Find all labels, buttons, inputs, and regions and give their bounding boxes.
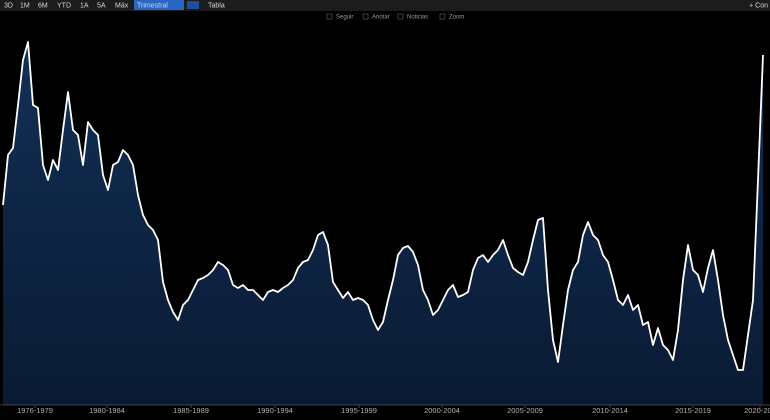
toolbar: [0, 0, 770, 11]
chart-tool[interactable]: Zoom: [449, 15, 464, 21]
x-tick-label: 2010-2014: [592, 406, 628, 415]
line: [2, 41, 764, 371]
range-button[interactable]: 1A: [80, 2, 89, 9]
range-button[interactable]: YTD: [57, 2, 71, 9]
x-tick-label: 1985-1989: [173, 406, 209, 415]
period-dropdown[interactable]: [134, 0, 184, 10]
chart: 1976-1979 1980-1984 1985-1989 1990-1994 1995…: [2, 41, 770, 415]
period-label[interactable]: Trimestral: [137, 2, 168, 9]
chart-tool[interactable]: Seguir: [336, 15, 353, 21]
area-fill: [3, 42, 763, 405]
right-button[interactable]: + Con: [749, 2, 768, 9]
x-tick-label: 2000-2004: [424, 406, 460, 415]
range-button[interactable]: 1M: [20, 2, 30, 9]
tool-icon[interactable]: [439, 13, 446, 20]
range-button[interactable]: 5A: [97, 2, 106, 9]
x-tick-label: 1990-1994: [257, 406, 293, 415]
x-tick-label: 1976-1979: [17, 406, 53, 415]
chart-tool[interactable]: Noticias: [407, 15, 428, 21]
x-tick-label: 2020-202: [744, 406, 770, 415]
x-tick-label: 2005-2009: [507, 406, 543, 415]
view-button[interactable]: Tabla: [208, 2, 225, 9]
range-button[interactable]: 6M: [38, 2, 48, 9]
ui: 3D 1M 6M YTD 1A 5A Máx Trimestral Tabla + Con Segu…: [4, 0, 768, 21]
chart-type-button[interactable]: [187, 1, 199, 9]
tool-icon[interactable]: [362, 13, 369, 20]
tool-icon[interactable]: [397, 13, 404, 20]
x-tick-label: 2015-2019: [675, 406, 711, 415]
range-button[interactable]: 3D: [4, 2, 13, 9]
range-button[interactable]: Máx: [115, 2, 129, 9]
tool-icon[interactable]: [326, 13, 333, 20]
chart-tool[interactable]: Anotar: [372, 15, 390, 21]
x-tick-label: 1980-1984: [89, 406, 125, 415]
x-tick-label: 1995-1999: [341, 406, 377, 415]
